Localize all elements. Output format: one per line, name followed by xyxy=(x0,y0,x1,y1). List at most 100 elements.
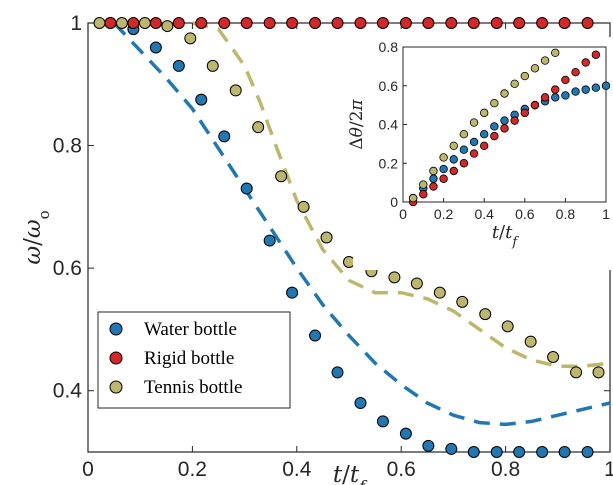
inset-rigid-bottle-point xyxy=(540,93,550,102)
tennis-bottle-point xyxy=(161,20,174,33)
inset-water-bottle-point xyxy=(561,91,570,100)
y-tick-label: 0.4 xyxy=(53,380,83,403)
rigid-bottle-point xyxy=(467,17,480,29)
inset-rigid-bottle-point xyxy=(500,124,509,133)
water-bottle-point xyxy=(172,59,185,72)
inset-tennis-bottle-point xyxy=(500,89,509,98)
inset-y-tick-label: 0.6 xyxy=(379,78,399,94)
tennis-bottle-point xyxy=(275,170,288,183)
inset-rigid-bottle-point xyxy=(480,141,489,151)
rigid-bottle-point xyxy=(445,17,458,29)
tennis-bottle-point xyxy=(115,17,128,29)
tennis-bottle-point xyxy=(410,277,423,290)
water-bottle-point xyxy=(331,366,344,379)
tennis-bottle-point xyxy=(297,200,310,213)
inset-y-axis-title: Δθ/2π xyxy=(347,99,367,150)
water-bottle-point xyxy=(581,446,594,458)
legend: Water bottle Rigid bottle Tennis bottle xyxy=(97,311,291,409)
water-bottle-point xyxy=(422,439,435,452)
rigid-bottle-point xyxy=(149,17,162,29)
rigid-bottle-point xyxy=(422,17,435,29)
inset-water-bottle-point xyxy=(449,155,458,164)
inset-water-bottle-point xyxy=(490,122,499,131)
rigid-bottle-point xyxy=(558,17,571,29)
water-bottle-point xyxy=(490,446,503,458)
inset-rigid-bottle-point xyxy=(520,108,529,118)
inset-tennis-bottle-point xyxy=(490,98,499,108)
rigid-bottle-point xyxy=(104,17,117,29)
water-bottle-point xyxy=(218,130,231,143)
water-bottle-point xyxy=(149,41,162,54)
inset-rigid-bottle-point xyxy=(530,100,540,110)
tennis-bottle-point xyxy=(456,295,469,308)
tennis-bottle-point xyxy=(138,17,151,29)
tennis-bottle-point xyxy=(592,366,605,379)
inset-x-tick-label: 0.2 xyxy=(434,206,454,222)
water-bottle-point xyxy=(376,415,389,428)
tennis-bottle-point xyxy=(524,335,537,348)
inset-plot: 0 0.2 0.4 0.6 0.8 1 0 0.2 0.4 0.6 0.8 t/tf Δθ/2π xyxy=(347,37,612,270)
inset-tennis-bottle-point xyxy=(439,153,448,162)
x-tick-label: 0.4 xyxy=(282,458,312,481)
inset-tennis-bottle-point xyxy=(469,118,479,127)
inset-tennis-bottle-point xyxy=(510,79,519,89)
x-axis-title: t/tf xyxy=(333,462,368,485)
inset-tennis-bottle-point xyxy=(530,64,540,73)
rigid-bottle-point xyxy=(309,17,322,29)
inset-y-tick-label: 0.8 xyxy=(379,39,399,55)
rigid-bottle-point xyxy=(354,17,367,29)
legend-marker-rigid-bottle xyxy=(109,351,123,365)
inset-water-bottle-point xyxy=(551,93,560,102)
water-bottle-point xyxy=(286,286,299,299)
inset-tennis-bottle-point xyxy=(520,71,529,81)
rigid-bottle-point xyxy=(513,17,526,29)
y-tick-label: 1 xyxy=(70,12,82,35)
inset-tennis-bottle-point xyxy=(408,193,418,203)
x-tick-label: 1 xyxy=(604,458,613,481)
rigid-bottle-point xyxy=(218,17,231,29)
y-tick-label: 0.8 xyxy=(53,135,82,158)
water-bottle-point xyxy=(354,396,367,409)
model-line-0 xyxy=(112,21,611,427)
inset-rigid-bottle-point xyxy=(449,166,458,176)
water-bottle-point xyxy=(467,446,480,458)
inset-water-bottle-point xyxy=(581,85,590,94)
inset-y-tick-label: 0 xyxy=(390,194,398,210)
inset-rigid-bottle-point xyxy=(469,149,479,158)
water-bottle-point xyxy=(195,93,208,106)
inset-rigid-bottle-point xyxy=(419,190,428,199)
x-tick-label: 0 xyxy=(82,458,94,481)
inset-x-tick-label: 0.6 xyxy=(515,206,535,222)
legend-label-rigid-bottle: Rigid bottle xyxy=(144,348,234,369)
model-line-1 xyxy=(192,21,611,368)
inset-x-tick-label: 0 xyxy=(399,206,407,222)
inset-rigid-bottle-point xyxy=(439,174,448,183)
inset-x-tick-label: 0.8 xyxy=(556,206,576,222)
water-bottle-point xyxy=(399,427,412,440)
rigid-bottle-point xyxy=(581,17,594,29)
inset-tennis-bottle-point xyxy=(551,48,560,58)
rigid-bottle-point xyxy=(286,17,299,29)
tennis-bottle-point xyxy=(343,256,355,269)
water-bottle-point xyxy=(309,329,322,342)
tennis-bottle-point xyxy=(433,286,446,299)
x-tick-label: 0.2 xyxy=(178,458,207,481)
y-tick-label: 0.6 xyxy=(53,257,82,280)
inset-rigid-bottle-point xyxy=(561,75,570,85)
rigid-bottle-point xyxy=(263,17,276,29)
water-bottle-point xyxy=(558,446,571,458)
tennis-bottle-point xyxy=(206,59,219,72)
rigid-bottle-point xyxy=(331,17,344,29)
rigid-bottle-point xyxy=(536,17,549,29)
x-tick-label: 0.6 xyxy=(387,458,416,481)
inset-tennis-bottle-point xyxy=(449,141,458,151)
inset-y-tick-label: 0.4 xyxy=(379,117,399,133)
tennis-bottle-point xyxy=(252,121,265,134)
inset-water-bottle-point xyxy=(591,83,601,92)
inset-x-axis-title: t/tf xyxy=(492,222,520,250)
rigid-bottle-point xyxy=(195,17,208,29)
rigid-bottle-point xyxy=(240,17,253,29)
inset-rigid-bottle-point xyxy=(510,116,519,125)
inset-rigid-bottle-point xyxy=(571,67,580,77)
inset-rigid-bottle-point xyxy=(490,131,499,141)
